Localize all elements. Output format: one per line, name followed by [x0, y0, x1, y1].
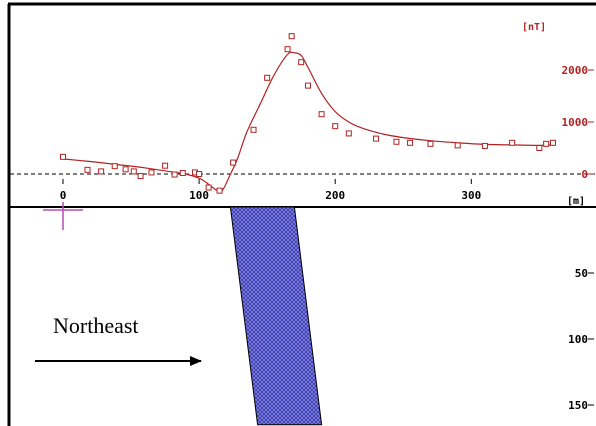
x-tick-label: 100 [189, 189, 209, 202]
data-point [536, 145, 543, 151]
data-point [543, 140, 550, 147]
station-cross-marker [43, 202, 83, 230]
data-point [60, 153, 66, 160]
data-point [130, 168, 137, 175]
data-point [216, 187, 223, 194]
depth-tick-label: 50 [575, 267, 588, 280]
data-point [230, 159, 237, 166]
data-point [304, 82, 311, 89]
fitted-anomaly-curve [62, 51, 554, 193]
data-point [137, 173, 144, 180]
x-tick-label: 300 [461, 189, 481, 202]
data-point [179, 169, 186, 176]
y-tick-label: 2000 [562, 64, 589, 77]
x-axis-ticks: 010020030040 [60, 179, 481, 202]
data-point [427, 140, 434, 147]
data-point [84, 166, 91, 173]
data-point [288, 33, 295, 40]
data-point [373, 135, 380, 142]
data-point [250, 126, 257, 133]
depth-model-section: 50 100 150 [43, 202, 594, 426]
depth-tick-label: 150 [568, 399, 588, 412]
observed-anomaly-points [60, 33, 556, 194]
data-point [98, 168, 105, 175]
data-point [509, 139, 516, 146]
data-point [318, 111, 325, 118]
y-tick-label: 1000 [562, 116, 589, 129]
data-point [148, 169, 155, 176]
northeast-label: Northeast [53, 313, 139, 338]
x-axis-unit-label: [m] [567, 196, 585, 207]
data-point [162, 162, 169, 169]
data-point [454, 142, 461, 149]
y-axis-ticks: 0 1000 2000 [562, 64, 594, 181]
data-point [481, 142, 488, 149]
data-point [205, 184, 212, 191]
y-axis-unit-label: [nT] [522, 22, 546, 33]
data-point [393, 138, 400, 145]
x-tick-label: 0 [60, 189, 67, 202]
data-point [549, 139, 556, 146]
x-tick-label: 200 [325, 189, 345, 202]
y-tick-label: 0 [581, 168, 588, 181]
data-point [111, 163, 118, 170]
depth-axis-ticks: 50 100 150 [568, 267, 594, 412]
data-point [332, 123, 339, 130]
data-point [171, 171, 178, 178]
magnetic-body [229, 206, 323, 426]
data-point [122, 166, 129, 173]
data-point [345, 130, 352, 137]
data-point [264, 74, 271, 81]
data-point [284, 46, 291, 53]
direction-annotation: Northeast [35, 313, 202, 366]
figure-frame [7, 2, 596, 426]
data-point [407, 139, 414, 146]
data-point [196, 171, 203, 177]
depth-tick-label: 100 [568, 333, 588, 346]
data-point [298, 59, 305, 66]
